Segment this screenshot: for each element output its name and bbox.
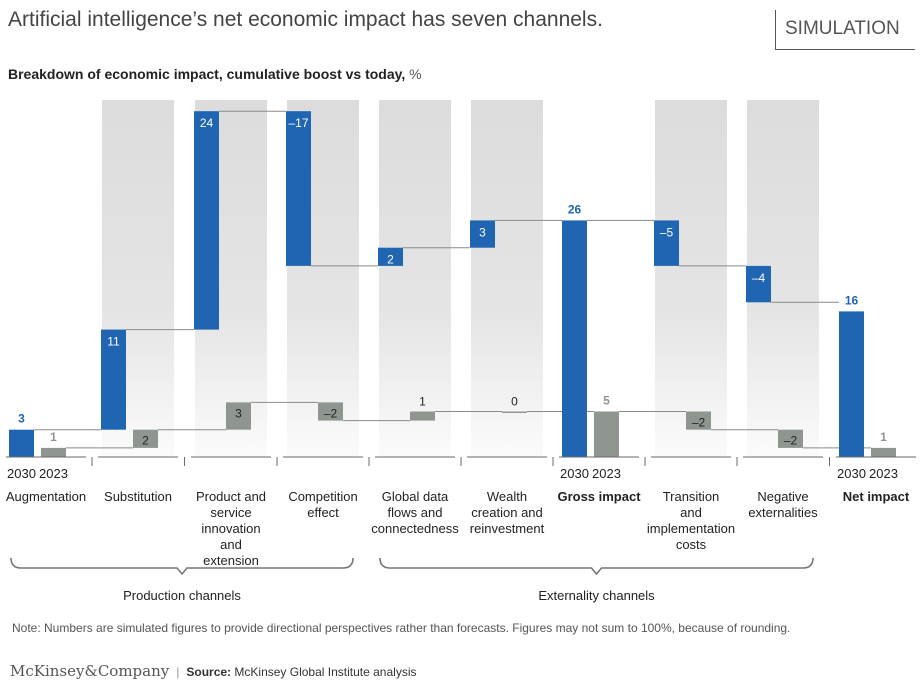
- bar-2023-global-data-flows-and-connectedness: [410, 411, 435, 421]
- category-label-product-and-service-innovation-and-extension: Product and service innovation and extension: [196, 489, 266, 568]
- category-label-augmentation: Augmentation: [6, 489, 86, 504]
- bar-2030-wealth-creation-and-reinvestment: [470, 220, 495, 248]
- category-label-net-impact: Net impact: [843, 489, 910, 504]
- subtitle-unit: %: [405, 66, 422, 82]
- bar-2023-transition-and-implementation-costs: [686, 411, 711, 430]
- group-label-externality-channels: Externality channels: [538, 588, 655, 603]
- group-label-production-channels: Production channels: [123, 588, 241, 603]
- bar-2030-transition-and-implementation-costs: [654, 220, 679, 266]
- bar-2023-competition-effect: [318, 402, 343, 421]
- footer: McKinsey&Company | Source: McKinsey Global…: [10, 662, 417, 680]
- category-label-wealth-creation-and-reinvestment: Wealth creation and reinvestment: [470, 489, 545, 536]
- bar-2030-substitution: [101, 329, 126, 430]
- category-label-gross-impact: Gross impact: [557, 489, 641, 504]
- year-label-2030: 2030: [837, 466, 866, 481]
- value-label-2030: 11: [107, 335, 120, 349]
- value-label-2030: –5: [660, 225, 674, 239]
- value-label-2023: –2: [784, 434, 798, 448]
- value-label-2030: 3: [479, 225, 486, 239]
- bar-2030-augmentation: [9, 429, 34, 457]
- value-label-2030: 2: [387, 253, 394, 267]
- chart-subtitle: Breakdown of economic impact, cumulative…: [8, 66, 422, 82]
- value-label-2023: 3: [235, 406, 242, 420]
- value-label-2023: –2: [324, 406, 338, 420]
- bar-2023-negative-externalities: [778, 429, 803, 448]
- value-label-2023: 0: [511, 395, 518, 409]
- value-label-2030: –4: [752, 271, 766, 285]
- year-label-2030: 2030: [560, 466, 589, 481]
- year-label-2023: 2023: [592, 466, 621, 481]
- chart-note: Note: Numbers are simulated figures to p…: [12, 621, 791, 635]
- value-label-2030: 26: [568, 202, 582, 216]
- bar-2030-global-data-flows-and-connectedness: [378, 247, 403, 266]
- value-label-2023: 1: [880, 430, 887, 444]
- footer-separator: |: [176, 665, 180, 679]
- value-label-2030: 3: [18, 412, 25, 426]
- source-label: Source:: [186, 665, 232, 679]
- chart-title: Artificial intelligence’s net economic i…: [8, 8, 603, 31]
- bar-2023-net-impact: [871, 447, 896, 457]
- bar-2030-gross-impact: [562, 220, 587, 457]
- subtitle-text: Breakdown of economic impact, cumulative…: [8, 66, 406, 82]
- value-label-2023: 1: [419, 395, 426, 409]
- bar-2023-augmentation: [41, 447, 66, 457]
- value-label-2030: 16: [845, 293, 859, 307]
- bar-2030-net-impact: [839, 311, 864, 457]
- shaded-column-global-data-flows-and-connectedness: [379, 100, 451, 457]
- simulation-tag: SIMULATION: [775, 10, 915, 50]
- bar-2030-product-and-service-innovation-and-extension: [194, 111, 219, 330]
- value-label-2030: 24: [200, 116, 214, 130]
- category-label-competition-effect: Competition effect: [288, 489, 357, 520]
- bar-2023-substitution: [133, 429, 158, 448]
- source-text: McKinsey Global Institute analysis: [234, 665, 417, 679]
- bar-2023-gross-impact: [594, 411, 619, 457]
- value-label-2023: 1: [50, 430, 57, 444]
- value-label-2030: –17: [288, 116, 308, 130]
- group-brace-externality-channels: [379, 557, 814, 576]
- value-label-2023: 2: [142, 434, 149, 448]
- bar-2030-competition-effect: [286, 111, 311, 266]
- bar-2030-negative-externalities: [746, 265, 771, 303]
- category-label-transition-and-implementation-costs: Transition and implementation costs: [647, 489, 735, 552]
- year-label-2023: 2023: [39, 466, 68, 481]
- category-label-substitution: Substitution: [104, 489, 172, 504]
- bar-2023-wealth-creation-and-reinvestment: [502, 411, 527, 413]
- shaded-column-transition-and-implementation-costs: [655, 100, 727, 457]
- bar-2023-product-and-service-innovation-and-extension: [226, 402, 251, 430]
- group-brace-production-channels: [10, 557, 354, 576]
- shaded-column-wealth-creation-and-reinvestment: [471, 100, 543, 457]
- mckinsey-logo: McKinsey&Company: [10, 662, 170, 680]
- category-label-global-data-flows-and-connectedness: Global data flows and connectedness: [371, 489, 459, 536]
- year-label-2023: 2023: [869, 466, 898, 481]
- year-label-2030: 2030: [7, 466, 36, 481]
- category-label-negative-externalities: Negative externalities: [748, 489, 818, 520]
- value-label-2023: –2: [692, 416, 706, 430]
- value-label-2023: 5: [603, 394, 610, 408]
